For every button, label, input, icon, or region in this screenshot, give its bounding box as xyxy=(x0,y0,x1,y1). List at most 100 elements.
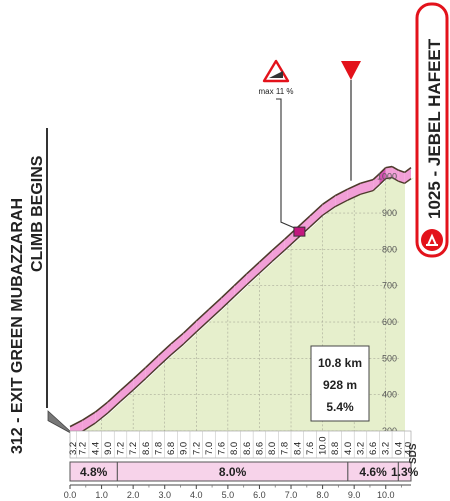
road-edge-bottom-15 xyxy=(246,272,260,286)
road-edge-bottom-9 xyxy=(170,343,185,356)
road-edge-top-30 xyxy=(404,166,412,173)
road-edge-bottom-21 xyxy=(322,206,336,216)
road-edge-bottom-20 xyxy=(309,214,324,228)
road-edge-top-22 xyxy=(334,188,349,197)
road-segment-12 xyxy=(208,297,222,321)
x-tick-10.0: 10.0 xyxy=(377,490,395,500)
segment-gradient-3: 9.0 xyxy=(103,442,114,455)
road-edge-bottom-10 xyxy=(183,331,197,345)
road-segment-7 xyxy=(145,355,159,379)
road-edge-top-15 xyxy=(246,261,260,275)
segment-gradient-labels: 3.27.2 4.4 9.0 7.2 7.2 8.6 7.8 6.8 9.0 7.2 7.0 7.6 8… xyxy=(68,430,414,459)
road-segment-11 xyxy=(196,309,209,332)
y-tick-400: 400 xyxy=(382,390,397,400)
y-tick-600: 600 xyxy=(382,317,397,327)
road-segment-5 xyxy=(120,379,134,402)
road-edge-bottom-22 xyxy=(334,199,349,208)
max-gradient-label: max 11 % xyxy=(259,87,294,96)
road-edge-top-24 xyxy=(360,178,374,185)
segment-gradient-18: 8.4 xyxy=(292,442,303,455)
finish-flag-icon xyxy=(421,229,443,251)
gradient-band-label-0: 4.8% xyxy=(80,465,108,479)
road-segment-10 xyxy=(183,320,197,344)
climb-summary: 10.8 km 928 m 5.4% xyxy=(310,345,370,422)
summary-gradient: 5.4% xyxy=(326,400,354,414)
road-segment-27 xyxy=(385,166,393,179)
x-tick-1.0: 1.0 xyxy=(95,490,108,500)
road-segment-6 xyxy=(133,367,146,391)
road-edge-bottom-2 xyxy=(82,422,96,432)
road-edge-top-25 xyxy=(372,173,380,181)
segment-gradient-2: 4.4 xyxy=(90,442,101,455)
road-segment-3 xyxy=(95,401,108,424)
road-segment-24 xyxy=(360,179,374,195)
road-segment-15 xyxy=(246,262,260,285)
road-edge-top-21 xyxy=(322,194,336,205)
summary-distance: 10.8 km xyxy=(318,356,362,370)
road-edge-top-5 xyxy=(119,378,134,391)
road-edge-top-28 xyxy=(391,165,399,171)
segment-gradient-5: 7.2 xyxy=(128,442,139,455)
segment-gradient-14: 8.6 xyxy=(242,442,253,455)
road-edge-top-23 xyxy=(347,182,361,190)
segment-gradient-19: 7.6 xyxy=(305,442,316,455)
segment-gradient-26: 0.4 xyxy=(393,442,404,455)
road-edge-top-1 xyxy=(69,419,83,428)
segment-gradient-16: 8.0 xyxy=(267,442,278,455)
x-tick-6.0: 6.0 xyxy=(253,490,266,500)
x-axis-ticks: 0.0 1.0 2.0 3.0 4.0 5.0 6.0 7.0 8.0 9.0 10.0 xyxy=(64,484,411,500)
segment-gradient-11: 7.0 xyxy=(204,442,215,455)
road-edge-top-6 xyxy=(132,366,147,380)
segment-gradient-4: 7.2 xyxy=(116,442,127,455)
road-edge-top-4 xyxy=(107,389,122,403)
terrain-left-face xyxy=(47,410,71,434)
road-edge-top-9 xyxy=(170,332,185,345)
start-sublabel: CLIMB BEGINS xyxy=(29,155,46,272)
finish-frame xyxy=(415,2,449,258)
segment-gradient-1: 7.2 xyxy=(78,442,89,455)
segment-gradient-23: 3.2 xyxy=(355,442,366,455)
gradient-band-label-1: 8.0% xyxy=(219,465,247,479)
road-segment-13 xyxy=(221,285,235,309)
road-edge-top-16 xyxy=(258,249,273,263)
road-edge-bottom-29 xyxy=(398,180,405,185)
road-edge-top-12 xyxy=(208,297,223,310)
road-edge-bottom-12 xyxy=(208,308,223,321)
road-edge-bottom-30 xyxy=(404,178,412,184)
road-edge-top-14 xyxy=(233,273,248,287)
finish-side-label: SDS xyxy=(408,443,419,464)
start-labels: 312 - EXIT GREEN MUBAZZARAH CLIMB BEGINS xyxy=(9,128,48,454)
road-edge-bottom-17 xyxy=(271,249,286,262)
road-edge-bottom-26 xyxy=(378,178,387,186)
road-edge-top-10 xyxy=(183,320,197,334)
y-tick-1000: 1000 xyxy=(377,172,397,182)
road-segment-28 xyxy=(392,166,399,182)
gradient-band-label-3: 1.3% xyxy=(391,465,419,479)
segment-gradient-25: 3.2 xyxy=(381,442,392,455)
x-tick-4.0: 4.0 xyxy=(190,490,203,500)
segment-gradient-10: 7.2 xyxy=(191,442,202,455)
road-segment-14 xyxy=(234,273,247,297)
x-tick-9.0: 9.0 xyxy=(348,490,361,500)
y-tick-500: 500 xyxy=(382,353,397,363)
segment-gradient-7: 7.8 xyxy=(153,442,164,455)
road-edge-bottom-23 xyxy=(347,193,361,201)
segment-gradient-27: 4.0 xyxy=(403,442,414,455)
segment-gradient-17: 7.8 xyxy=(280,442,291,455)
summit-triangle-icon xyxy=(341,61,361,80)
x-tick-7.0: 7.0 xyxy=(285,490,298,500)
road-segment-22 xyxy=(335,189,348,207)
road-segment-4 xyxy=(107,390,121,413)
segment-gradient-15: 8.6 xyxy=(254,442,265,455)
x-tick-8.0: 8.0 xyxy=(316,490,329,500)
road-edge-bottom-11 xyxy=(195,319,210,333)
road-edge-bottom-16 xyxy=(258,260,273,274)
road-edge-top-17 xyxy=(271,238,286,252)
average-gradient-bands: 4.8% 8.0% 4.6% 1.3% xyxy=(69,461,419,482)
x-tick-3.0: 3.0 xyxy=(158,490,171,500)
road-edge-top-20 xyxy=(309,203,324,217)
road-edge-bottom-28 xyxy=(391,176,399,182)
segment-gradient-24: 6.6 xyxy=(368,442,379,455)
road-edge-top-26 xyxy=(378,167,387,175)
road-segment-9 xyxy=(171,332,184,355)
